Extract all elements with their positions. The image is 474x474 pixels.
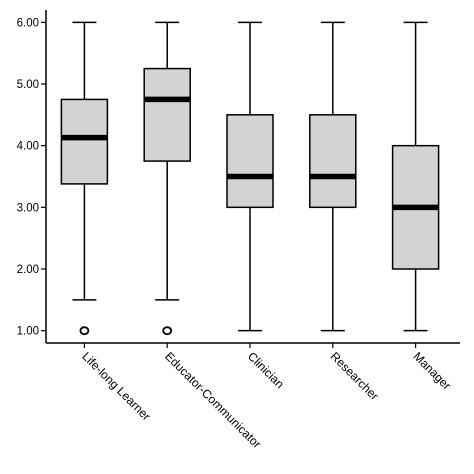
y-tick-label: 1.00 [17, 326, 39, 338]
outlier-point [162, 326, 173, 336]
y-tick-label: 3.00 [17, 202, 39, 214]
iqr-box [226, 114, 274, 209]
y-tick-label: 5.00 [17, 79, 39, 91]
y-tick-label: 2.00 [17, 264, 39, 276]
y-axis: 1.00 2.00 3.00 4.00 5.00 6.00 [17, 17, 46, 338]
outlier-point [79, 326, 90, 336]
box-series [60, 21, 440, 336]
iqr-box [60, 98, 109, 185]
iqr-box [143, 67, 191, 162]
box-group [60, 21, 109, 336]
box-group [309, 21, 357, 332]
plot-frame [45, 10, 460, 344]
box-group [391, 21, 440, 332]
box-group [143, 21, 191, 336]
y-tick-label: 4.00 [17, 141, 39, 153]
y-tick-label: 6.00 [17, 17, 39, 29]
iqr-box [309, 114, 357, 209]
box-group [226, 21, 274, 332]
